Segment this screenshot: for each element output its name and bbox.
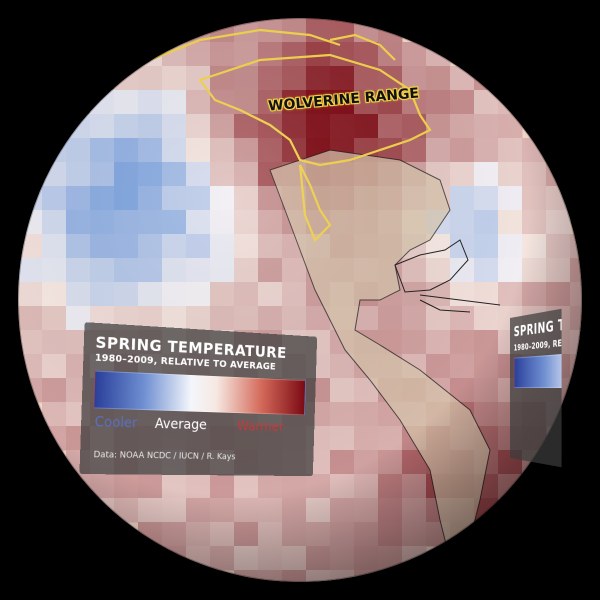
legend-source: Data: NOAA NCDC / IUCN / R. Kays <box>93 450 236 463</box>
legend-color-bar <box>93 370 306 416</box>
legend-warmer-label: Warmer <box>236 418 285 435</box>
legend-average-label: Average <box>154 416 208 434</box>
legend-card: SPRING TEMPERATURE 1980–2009, RELATIVE T… <box>79 322 318 477</box>
legend-card-partial: SPRING TEMPERATURE 1980–2009, RELATIVE T… <box>510 308 562 468</box>
legend-cooler-label: Cooler <box>94 414 138 432</box>
